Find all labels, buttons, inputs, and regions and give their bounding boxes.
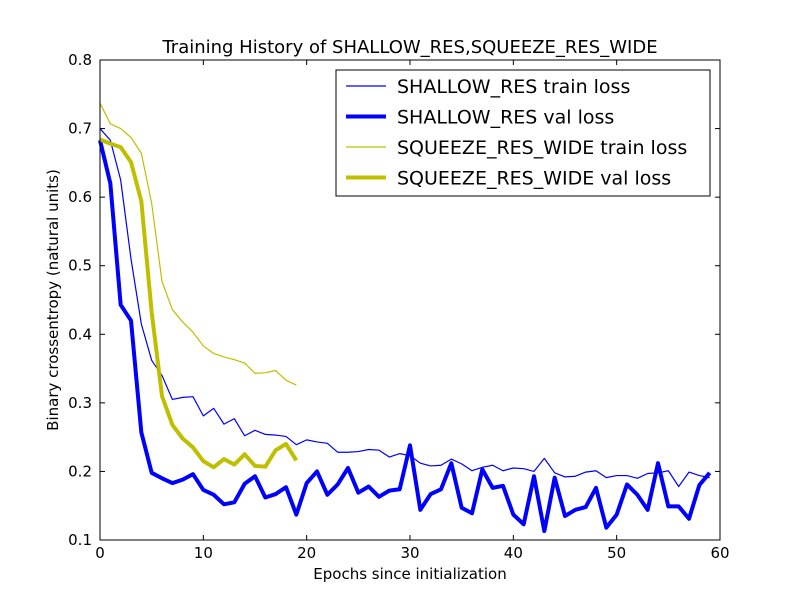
- y-axis-label: Binary crossentropy (natural units): [44, 169, 62, 431]
- x-tick-label: 40: [504, 544, 523, 562]
- x-tick-label: 50: [607, 544, 626, 562]
- y-tick-label: 0.6: [68, 188, 92, 206]
- x-tick-label: 20: [297, 544, 316, 562]
- y-tick-label: 0.5: [68, 257, 92, 275]
- y-tick-label: 0.7: [68, 120, 92, 138]
- y-tick-label: 0.8: [68, 51, 92, 69]
- legend-box: [335, 69, 711, 197]
- y-tick-label: 0.1: [68, 531, 92, 549]
- chart-title: Training History of SHALLOW_RES,SQUEEZE_…: [161, 37, 657, 58]
- x-tick-label: 60: [710, 544, 729, 562]
- y-tick-label: 0.3: [68, 394, 92, 412]
- x-tick-label: 10: [194, 544, 213, 562]
- y-tick-label: 0.2: [68, 462, 92, 480]
- series-line-0: [99, 128, 710, 488]
- legend: SHALLOW_RES train loss SHALLOW_RES val lo…: [335, 69, 711, 197]
- series-line-2: [99, 102, 297, 386]
- series-line-3: [99, 137, 299, 470]
- x-tick-label: 0: [95, 544, 105, 562]
- legend-label-1: SHALLOW_RES val loss: [397, 107, 614, 129]
- series-line-1: [98, 139, 712, 534]
- x-axis-label: Epochs since initialization: [313, 565, 506, 583]
- y-tick-label: 0.4: [68, 325, 92, 343]
- legend-label-2: SQUEEZE_RES_WIDE train loss: [397, 137, 687, 159]
- legend-label-0: SHALLOW_RES train loss: [397, 76, 630, 98]
- x-tick-label: 30: [400, 544, 419, 562]
- legend-label-3: SQUEEZE_RES_WIDE val loss: [397, 168, 671, 190]
